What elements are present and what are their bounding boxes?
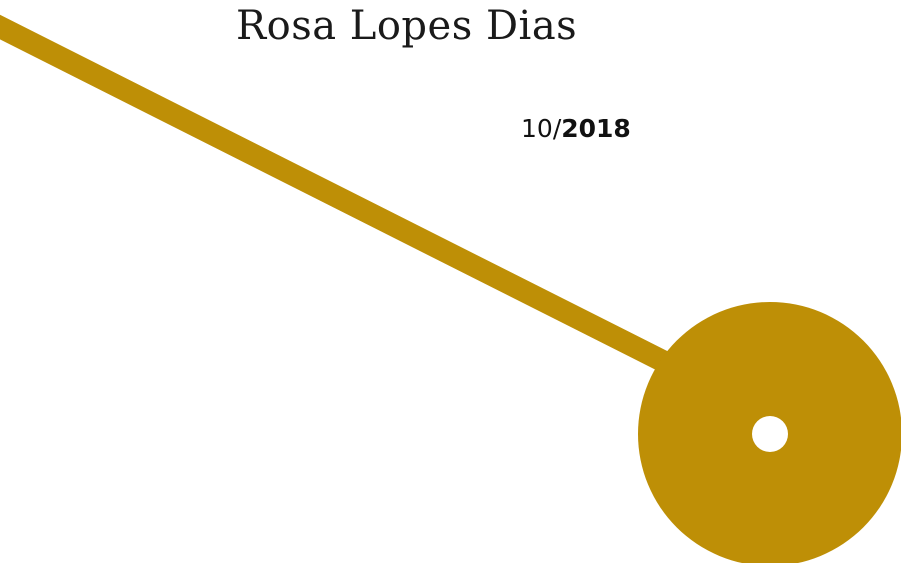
date-separator: / <box>552 114 562 143</box>
author-name: Rosa Lopes Dias <box>236 3 578 49</box>
date-month: 10 <box>521 114 553 143</box>
date-year: 2018 <box>561 114 631 143</box>
pendulum-disc-hole <box>752 416 788 452</box>
publication-date: 10/2018 <box>521 114 631 144</box>
pendulum-rod <box>0 14 735 405</box>
